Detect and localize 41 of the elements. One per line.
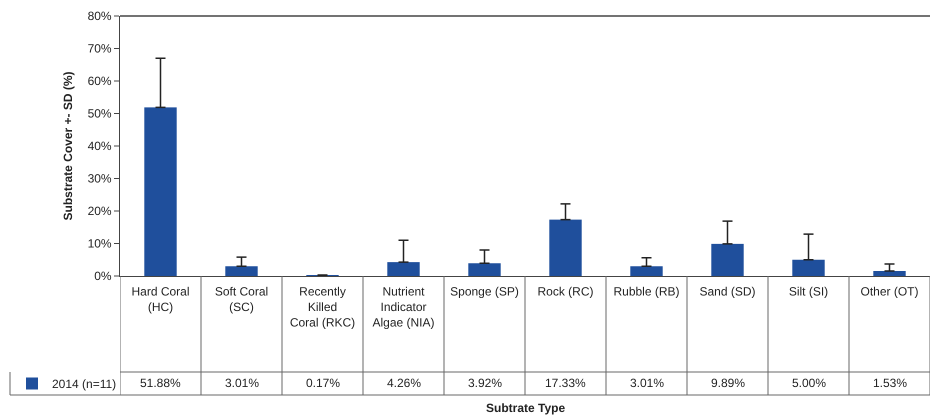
bar xyxy=(549,220,582,276)
text: 17.33% xyxy=(545,376,586,390)
text: 51.88% xyxy=(140,376,181,390)
y-tick-label: 80% xyxy=(88,9,112,24)
x-tick-label: Rock (RC) xyxy=(538,284,594,298)
bar xyxy=(468,263,501,276)
y-tick-label: 10% xyxy=(88,236,112,251)
y-tick-label: 0% xyxy=(94,269,112,284)
x-tick-label: Other (OT) xyxy=(860,284,919,298)
y-tick-label: 60% xyxy=(88,74,112,88)
text: Subtrate Type xyxy=(486,401,566,415)
x-tick-label: Sponge (SP) xyxy=(450,284,519,298)
x-tick-label: Sand (SD) xyxy=(699,284,756,298)
x-tick-label: Hard Coral (HC) xyxy=(131,284,190,314)
text: 3.01% xyxy=(630,376,664,390)
bar xyxy=(387,262,420,276)
text: 5.00% xyxy=(792,376,826,390)
y-tick-label: 50% xyxy=(88,106,112,121)
y-tick-label: 40% xyxy=(88,139,112,154)
bar xyxy=(711,244,744,276)
bar xyxy=(792,260,825,276)
text: 3.92% xyxy=(468,376,502,390)
bar xyxy=(225,266,258,276)
y-tick-label: 70% xyxy=(88,42,112,56)
y-axis-title: Substrate Cover +- SD (%) xyxy=(60,71,75,221)
text: 1.53% xyxy=(873,376,908,390)
y-tick-label: 20% xyxy=(88,204,112,218)
text: 0.17% xyxy=(306,376,340,390)
bar xyxy=(144,107,177,276)
x-tick-label: Rubble (RB) xyxy=(613,284,680,298)
x-tick-label: Nutrient Indicator Algae (NIA) xyxy=(372,284,435,330)
x-tick-label: Soft Coral (SC) xyxy=(214,284,268,314)
text: 4.26% xyxy=(387,376,422,390)
x-tick-label: Recently Killed Coral (RKC) xyxy=(290,284,356,330)
text: 9.89% xyxy=(711,376,746,390)
x-tick-label: Silt (SI) xyxy=(788,284,828,298)
legend-label: 2014 (n=11) xyxy=(52,377,116,392)
y-tick-label: 30% xyxy=(88,172,112,186)
bar xyxy=(873,271,906,276)
text: 3.01% xyxy=(225,376,260,390)
bar xyxy=(630,266,663,276)
